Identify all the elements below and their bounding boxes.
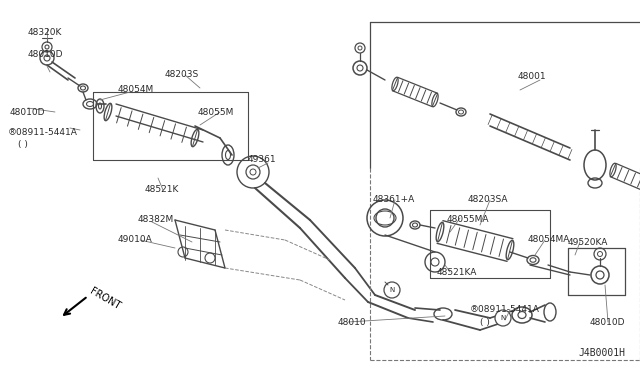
Text: N: N (500, 315, 506, 321)
Text: 48203SA: 48203SA (468, 195, 509, 204)
Text: ( ): ( ) (480, 318, 490, 327)
Text: 48010D: 48010D (28, 50, 63, 59)
Text: 48055M: 48055M (198, 108, 234, 117)
Text: ®08911-5441A: ®08911-5441A (8, 128, 78, 137)
Text: 48010D: 48010D (590, 318, 625, 327)
Text: 48055MA: 48055MA (447, 215, 490, 224)
Text: 48001: 48001 (518, 72, 547, 81)
Circle shape (495, 310, 511, 326)
Text: 49361: 49361 (248, 155, 276, 164)
Text: 48203S: 48203S (165, 70, 199, 79)
Text: 48382M: 48382M (138, 215, 174, 224)
Text: 48521K: 48521K (145, 185, 179, 194)
Text: FRONT: FRONT (88, 286, 122, 312)
Text: 48361+A: 48361+A (373, 195, 415, 204)
Text: 48320K: 48320K (28, 28, 62, 37)
Text: 48010: 48010 (338, 318, 367, 327)
Text: N: N (389, 287, 395, 293)
Text: 48010D: 48010D (10, 108, 45, 117)
Text: 49010A: 49010A (118, 235, 153, 244)
Text: 49520KA: 49520KA (568, 238, 609, 247)
Text: 48521KA: 48521KA (437, 268, 477, 277)
Text: ®08911-5441A: ®08911-5441A (470, 305, 540, 314)
Text: ( ): ( ) (18, 140, 28, 149)
Text: 48054MA: 48054MA (528, 235, 570, 244)
Text: J4B0001H: J4B0001H (578, 348, 625, 358)
Text: 48054M: 48054M (118, 85, 154, 94)
Circle shape (384, 282, 400, 298)
